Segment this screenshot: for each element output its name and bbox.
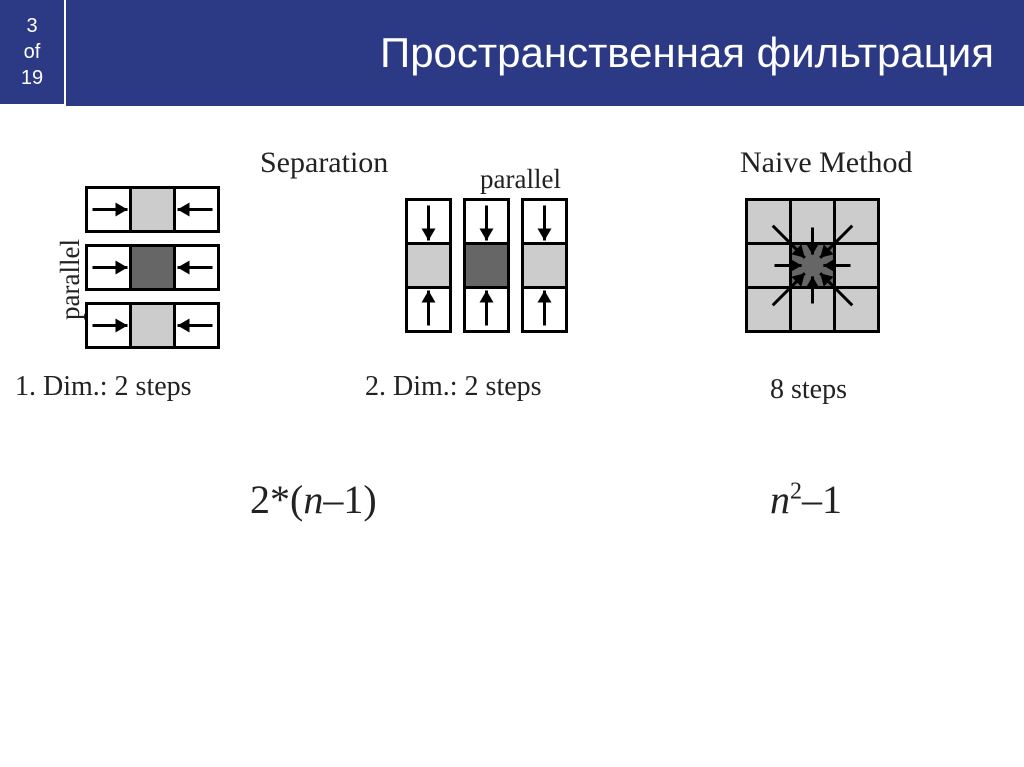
- formula-naive: n2–1: [770, 476, 842, 523]
- diagram-naive: [745, 198, 895, 348]
- slide-content: Separation parallel Naive Method paralle…: [0, 106, 1024, 767]
- diagram-separation-horizontal: [85, 186, 255, 366]
- label-parallel-vertical: parallel: [55, 239, 86, 320]
- label-separation: Separation: [260, 146, 388, 180]
- page-of: of: [24, 39, 41, 65]
- page-current: 3: [26, 13, 37, 39]
- caption-8steps: 8 steps: [770, 374, 847, 406]
- caption-dim1: 1. Dim.: 2 steps: [15, 371, 192, 403]
- page-counter: 3 of 19: [0, 0, 66, 106]
- label-naive: Naive Method: [740, 146, 912, 180]
- diagram-separation-vertical: [405, 198, 585, 348]
- formula-separation: 2*(n–1): [250, 476, 377, 523]
- page-total: 19: [21, 65, 43, 91]
- slide-header: 3 of 19 Пространственная фильтрация: [0, 0, 1024, 106]
- caption-dim2: 2. Dim.: 2 steps: [365, 371, 542, 403]
- label-parallel-horizontal: parallel: [480, 164, 561, 195]
- slide-title: Пространственная фильтрация: [66, 0, 1024, 106]
